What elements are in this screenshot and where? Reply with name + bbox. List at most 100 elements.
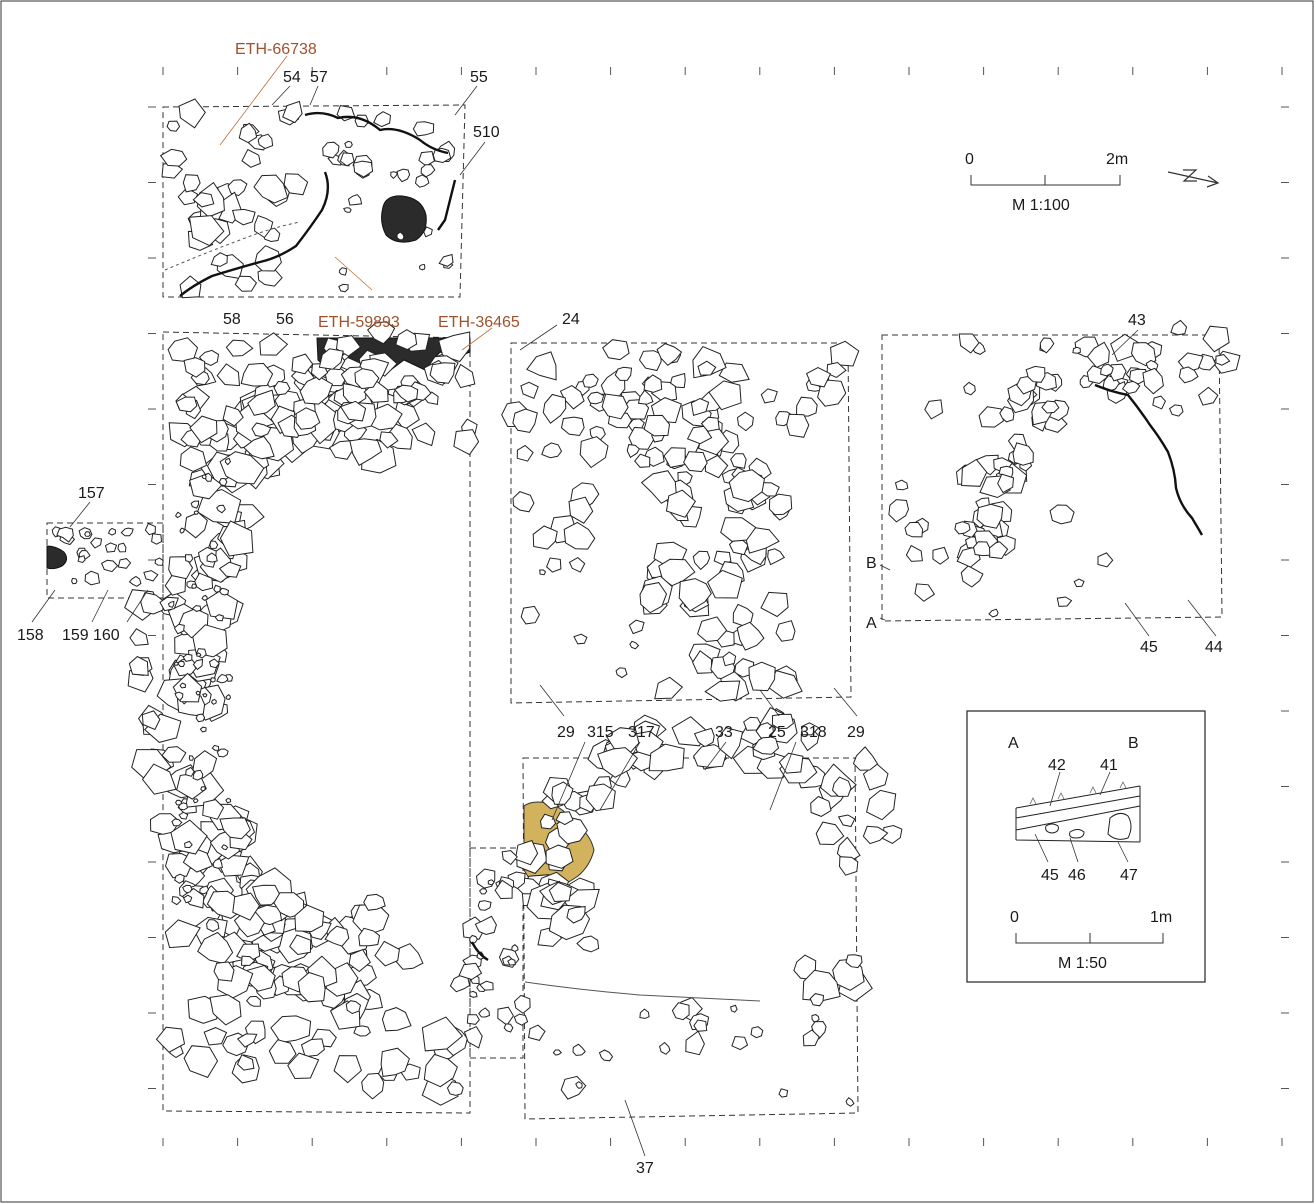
- stone: [241, 148, 261, 168]
- stone: [143, 570, 159, 582]
- section-marker-b: B: [866, 555, 877, 572]
- stone: [1012, 442, 1034, 466]
- stone: [713, 550, 732, 566]
- stone: [232, 892, 261, 921]
- stone: [166, 120, 181, 132]
- stone: [637, 389, 654, 405]
- stone: [379, 431, 399, 449]
- stone: [888, 499, 910, 523]
- stone: [732, 603, 754, 627]
- stone: [836, 836, 861, 862]
- stone: [192, 658, 204, 671]
- stone: [418, 263, 426, 271]
- stone: [497, 1006, 514, 1026]
- stone: [318, 348, 344, 370]
- section-inset: A B 42 41 45 46 47 0 1m M 1:50: [966, 710, 1206, 983]
- stone: [643, 414, 671, 437]
- stone: [706, 569, 743, 599]
- stone: [188, 215, 225, 247]
- stone: [289, 934, 312, 956]
- feature-label-24: 24: [562, 311, 580, 328]
- stone: [469, 990, 478, 998]
- stone: [117, 558, 132, 569]
- stone: [692, 550, 711, 571]
- stone: [693, 727, 715, 748]
- stone: [363, 380, 389, 403]
- stone: [190, 500, 200, 509]
- stone: [174, 873, 185, 884]
- stone: [750, 1026, 764, 1039]
- stone: [954, 521, 971, 535]
- stone: [211, 698, 217, 705]
- stone: [175, 799, 183, 806]
- stone: [173, 623, 185, 635]
- stone: [164, 575, 187, 596]
- north-arrow-icon: [1167, 169, 1220, 188]
- stone: [685, 1030, 705, 1056]
- feature-label-29-right: 29: [847, 724, 865, 741]
- stone: [730, 1004, 738, 1013]
- stone: [601, 393, 629, 420]
- stone: [800, 722, 820, 736]
- stone: [247, 389, 276, 416]
- stone: [598, 1049, 614, 1062]
- scale-inset-max: 1m: [1150, 909, 1172, 926]
- stone: [690, 398, 710, 417]
- stone: [270, 1015, 312, 1044]
- stone: [815, 821, 845, 846]
- stone: [678, 578, 712, 612]
- stone: [182, 846, 214, 873]
- stone: [768, 493, 793, 516]
- stone: [246, 995, 261, 1007]
- stone: [216, 748, 229, 758]
- stone: [273, 380, 291, 396]
- stone: [396, 168, 411, 183]
- stone: [333, 1055, 362, 1084]
- stone: [128, 575, 142, 587]
- stone: [963, 381, 976, 396]
- stone: [182, 174, 201, 193]
- stone: [532, 525, 558, 550]
- stone: [656, 343, 683, 366]
- stone: [626, 444, 640, 459]
- stone: [219, 451, 265, 485]
- stone: [643, 374, 663, 393]
- stone: [978, 406, 1004, 428]
- stone: [654, 676, 684, 700]
- dating-label-66738: ETH-66738: [235, 41, 317, 58]
- stone: [454, 363, 476, 389]
- stone: [568, 496, 594, 524]
- stone: [1145, 359, 1159, 371]
- section-end-b: B: [1128, 735, 1139, 752]
- stone: [997, 473, 1015, 494]
- stone: [211, 744, 220, 751]
- stone: [100, 559, 119, 573]
- stone: [171, 818, 183, 827]
- stone: [802, 969, 841, 1002]
- stone: [628, 619, 645, 635]
- stone: [560, 416, 585, 437]
- feature-label-44: 44: [1205, 639, 1223, 656]
- stone: [463, 1025, 483, 1049]
- stone: [192, 572, 214, 592]
- trench-east: [881, 334, 1223, 622]
- stone: [597, 747, 639, 778]
- stone: [551, 781, 574, 805]
- stone: [693, 1019, 708, 1032]
- stone: [453, 429, 480, 456]
- stone: [213, 961, 235, 982]
- stone: [251, 422, 272, 438]
- stone: [295, 407, 321, 430]
- stone: [174, 691, 184, 702]
- stone: [513, 994, 531, 1014]
- stone: [717, 727, 744, 760]
- stone: [576, 935, 600, 953]
- stone: [866, 789, 897, 821]
- stone: [174, 511, 182, 519]
- stone: [412, 121, 435, 137]
- feature-label-45: 45: [1140, 639, 1158, 656]
- stone: [775, 620, 796, 642]
- feature-label-56: 56: [276, 311, 294, 328]
- trench-extension-west: [46, 522, 164, 599]
- stone: [1215, 354, 1231, 366]
